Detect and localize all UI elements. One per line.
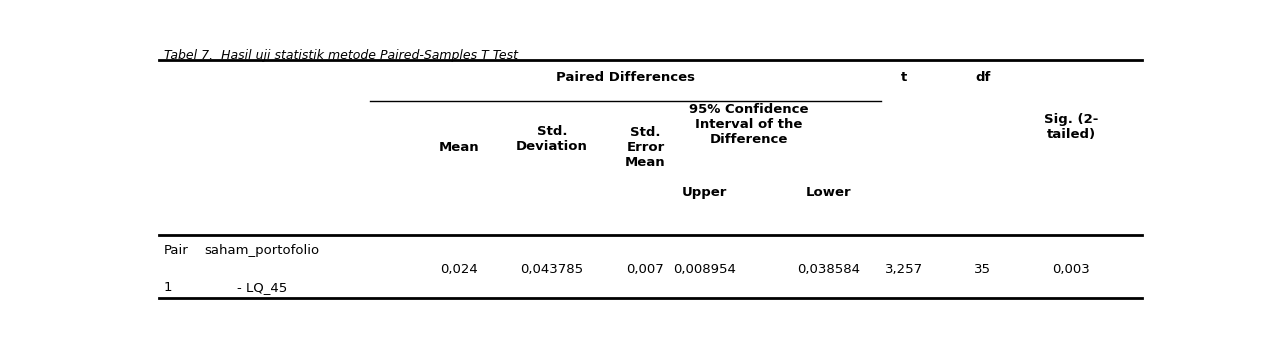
Text: Mean: Mean — [438, 141, 478, 154]
Text: 0,008954: 0,008954 — [673, 262, 736, 276]
Text: t: t — [901, 71, 907, 84]
Text: 0,038584: 0,038584 — [797, 262, 860, 276]
Text: Std.
Deviation: Std. Deviation — [516, 125, 588, 153]
Text: Paired Differences: Paired Differences — [556, 71, 695, 84]
Text: saham_portofolio: saham_portofolio — [204, 244, 320, 257]
Text: 0,043785: 0,043785 — [520, 262, 584, 276]
Text: Sig. (2-
tailed): Sig. (2- tailed) — [1044, 114, 1099, 141]
Text: 95% Confidence
Interval of the
Difference: 95% Confidence Interval of the Differenc… — [689, 103, 808, 146]
Text: Upper: Upper — [681, 186, 727, 199]
Text: df: df — [975, 71, 991, 84]
Text: - LQ_45: - LQ_45 — [237, 281, 287, 294]
Text: 0,003: 0,003 — [1052, 262, 1090, 276]
Text: Tabel 7.  Hasil uji statistik metode Paired-Samples T Test: Tabel 7. Hasil uji statistik metode Pair… — [164, 49, 518, 62]
Text: 1: 1 — [164, 281, 173, 294]
Text: Std.
Error
Mean: Std. Error Mean — [626, 126, 666, 169]
Text: 35: 35 — [975, 262, 991, 276]
Text: 0,024: 0,024 — [440, 262, 477, 276]
Text: 0,007: 0,007 — [627, 262, 664, 276]
Text: Pair: Pair — [164, 244, 188, 257]
Text: 3,257: 3,257 — [884, 262, 923, 276]
Text: Lower: Lower — [806, 186, 851, 199]
